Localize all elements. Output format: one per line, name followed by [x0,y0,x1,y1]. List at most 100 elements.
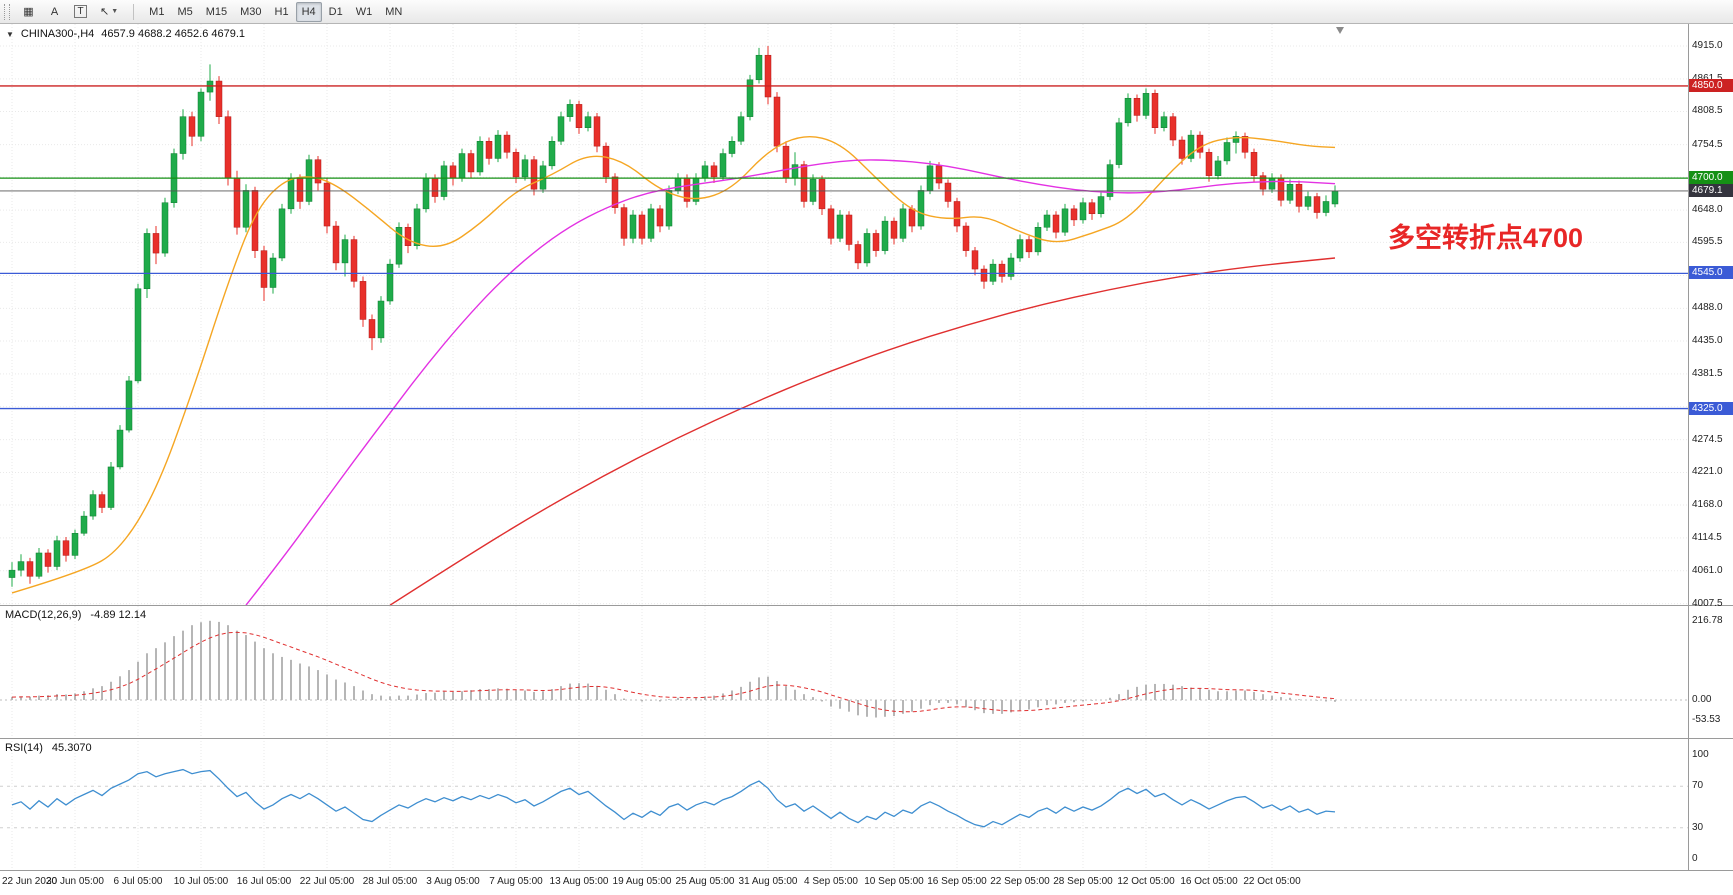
ma-fast-line[interactable] [11,136,1336,594]
candle-body [224,116,232,179]
candle-body [557,116,565,142]
candle-body [962,225,970,251]
candle-body [602,145,610,178]
text-label-button[interactable]: A [42,2,67,22]
toolbar: ▦ A T ↖ ▼ M1 M5 M15 M30 H1 H4 D1 W1 MN [0,0,1733,24]
chart-canvas[interactable] [0,24,1733,895]
timeframe-w1-button[interactable]: W1 [350,2,379,22]
time-tick-label: 25 Aug 05:00 [675,876,735,887]
candle-body [323,182,331,227]
timeframe-h1-button[interactable]: H1 [269,2,295,22]
chart-annotation-text[interactable]: 多空转折点4700 [1388,223,1584,253]
candle-body [233,177,241,228]
candle-body [359,281,367,320]
macd-tick-label: 216.78 [1692,614,1723,626]
candle-body [404,227,412,246]
candle-body [377,300,385,339]
candle-body [719,153,727,178]
timeframe-m1-button[interactable]: M1 [143,2,170,22]
candle-body [1016,239,1024,259]
candle-body [899,208,907,239]
candle-body [107,466,115,508]
price-axis[interactable] [1688,24,1733,871]
candle-body [872,233,880,251]
candle-body [746,79,754,117]
timeframe-m5-button[interactable]: M5 [171,2,198,22]
candle-body [1295,184,1303,207]
cursor-mode-button[interactable]: ↖ ▼ [94,2,124,22]
ma-slow-line[interactable] [389,257,1336,606]
charts-grid-button[interactable]: ▦ [16,2,41,22]
candle-body [1304,196,1312,207]
timeframe-mn-button[interactable]: MN [379,2,408,22]
time-tick-label: 3 Aug 05:00 [426,876,480,887]
candle-body [737,116,745,142]
candle-body [1124,97,1132,124]
candle-body [1025,239,1033,253]
candle-body [386,263,394,302]
price-tick-label: 4007.5 [1692,597,1723,609]
candle-body [1250,152,1258,176]
candle-body [917,190,925,227]
time-tick-label: 7 Aug 05:00 [489,876,543,887]
candle-body [908,208,916,227]
candle-body [287,177,295,210]
candle-body [674,177,682,191]
candle-body [620,207,628,239]
chart-shift-marker-icon[interactable] [1336,27,1344,34]
price-tick-label: 4915.0 [1692,40,1723,51]
candle-body [827,208,835,239]
candle-body [881,220,889,251]
text-box-button[interactable]: T [68,2,93,22]
candle-body [8,569,16,578]
timeframe-h4-button[interactable]: H4 [295,1,322,22]
text-box-icon: T [74,5,87,18]
symbol-header: ▼ CHINA300-,H4 4657.9 4688.2 4652.6 4679… [6,28,245,40]
candle-body [440,165,448,197]
time-tick-label: 19 Aug 05:00 [612,876,672,887]
price-tick-label: 4808.5 [1692,105,1723,117]
candle-body [89,494,97,517]
candle-body [1151,93,1159,128]
candle-body [1115,122,1123,165]
rsi-tick-label: 30 [1692,821,1704,833]
candle-body [890,220,898,239]
candle-body [179,116,187,154]
time-tick-label: 22 Jun 2020 [2,876,58,887]
macd-tick-label: -53.53 [1692,713,1721,725]
candle-body [1232,136,1240,143]
candle-body [1286,184,1294,201]
cursor-mode-icon: ↖ [100,6,110,18]
time-tick-label: 10 Sep 05:00 [864,876,924,887]
candle-body [656,208,664,227]
time-tick-label: 16 Sep 05:00 [927,876,987,887]
ma-mid-line[interactable] [245,159,1336,606]
candle-body [305,159,313,202]
time-tick-label: 16 Jul 05:00 [236,876,292,887]
macd-indicator-values: -4.89 12.14 [90,609,147,621]
chart-area: ▼ CHINA300-,H4 4657.9 4688.2 4652.6 4679… [0,24,1733,895]
candle-body [521,159,529,178]
rsi-line [11,768,1336,828]
toolbar-grip[interactable] [4,3,10,20]
candle-body [818,179,826,210]
time-tick-label: 6 Jul 05:00 [113,876,163,887]
candle-body [1268,177,1276,190]
candle-body [197,91,205,137]
timeframe-d1-button[interactable]: D1 [323,2,349,22]
ohlc-values: 4657.9 4688.2 4652.6 4679.1 [101,28,246,40]
candle-body [944,182,952,202]
timeframe-m30-button[interactable]: M30 [234,2,267,22]
time-tick-label: 10 Jul 05:00 [173,876,229,887]
candle-body [251,190,259,251]
candle-body [413,208,421,246]
candle-body [854,244,862,264]
rsi-tick-label: 70 [1692,780,1704,792]
timeframe-m15-button[interactable]: M15 [200,2,233,22]
candle-body [62,540,70,556]
candle-body [485,140,493,159]
candle-body [1241,136,1249,153]
candle-body [935,165,943,184]
collapse-chart-icon[interactable]: ▼ [6,29,14,39]
candle-body [341,239,349,264]
